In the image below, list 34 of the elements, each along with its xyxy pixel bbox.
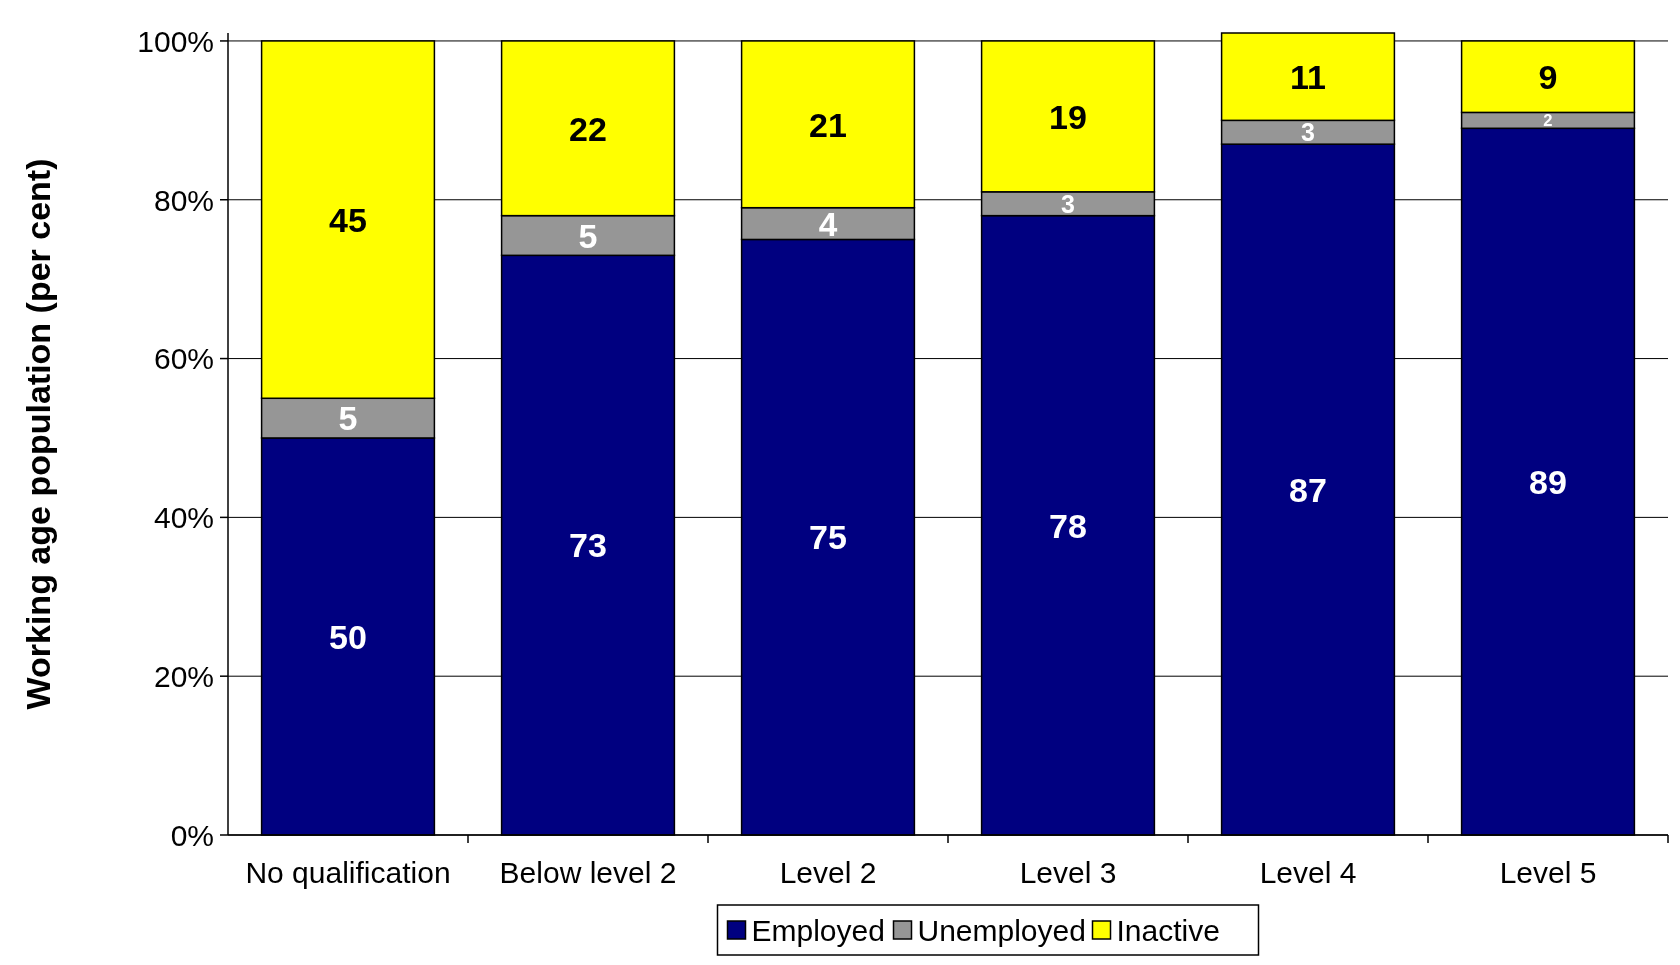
data-label: 45 [329, 200, 367, 239]
data-label: 4 [818, 205, 838, 243]
legend-label: Inactive [1116, 913, 1220, 947]
legend-label: Unemployed [917, 913, 1086, 947]
x-tick-label: Level 5 [1499, 856, 1597, 889]
y-tick-label: 100% [137, 24, 214, 58]
y-tick-label: 40% [153, 501, 214, 535]
y-axis-title: Working age population (per cent) [19, 158, 57, 710]
y-tick-label: 60% [153, 342, 214, 376]
data-label: 5 [578, 216, 598, 255]
data-label: 75 [809, 518, 847, 557]
data-label: 9 [1538, 57, 1558, 96]
x-tick-label: Level 4 [1259, 856, 1357, 889]
data-label: 78 [1049, 506, 1087, 545]
y-tick-label: 80% [153, 183, 214, 217]
x-tick-label: Below level 2 [499, 856, 677, 889]
data-label: 89 [1529, 462, 1567, 501]
data-label: 3 [1301, 118, 1315, 147]
data-label: 50 [329, 617, 367, 656]
y-tick-label: 20% [153, 659, 214, 693]
data-label: 3 [1061, 189, 1075, 218]
data-label: 22 [569, 109, 607, 148]
data-label: 73 [569, 526, 607, 565]
data-label: 21 [809, 105, 847, 144]
y-tick-label: 0% [170, 818, 214, 852]
x-tick-label: Level 2 [779, 856, 877, 889]
x-tick-label: Level 3 [1019, 856, 1117, 889]
data-label: 5 [338, 399, 358, 438]
x-tick-label: No qualification [245, 856, 451, 889]
data-label: 87 [1289, 470, 1327, 509]
legend-label: Employed [751, 913, 885, 947]
data-label: 19 [1049, 97, 1087, 136]
data-label: 11 [1290, 57, 1326, 96]
data-label: 2 [1543, 111, 1553, 131]
